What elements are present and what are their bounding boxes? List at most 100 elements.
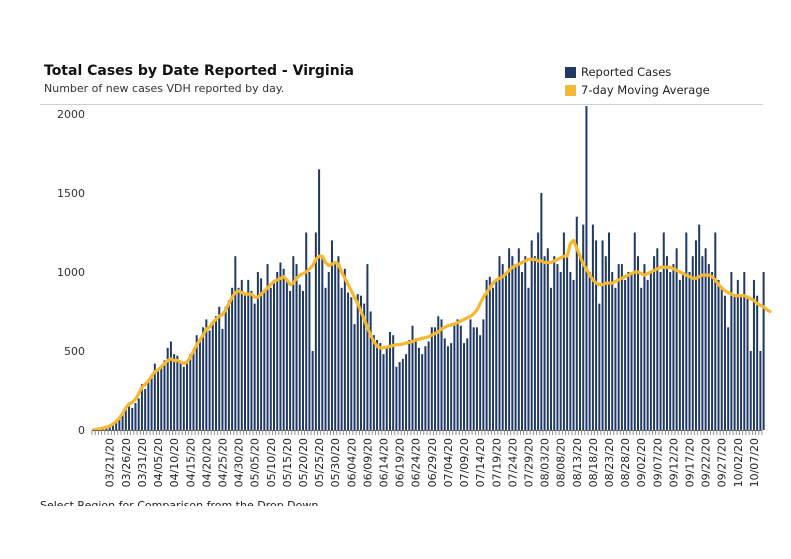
bar-reported-cases xyxy=(198,339,201,430)
bar-reported-cases xyxy=(469,319,472,430)
y-tick-label-0: 0 xyxy=(78,424,85,437)
bar-reported-cases xyxy=(289,290,292,430)
bar-reported-cases xyxy=(601,240,604,430)
bar-reported-cases xyxy=(273,279,275,430)
bar-reported-cases xyxy=(115,420,118,430)
bar-reported-cases xyxy=(359,295,362,430)
bar-reported-cases xyxy=(711,272,714,430)
bar-reported-cases xyxy=(163,360,166,430)
bar-reported-cases xyxy=(479,335,482,430)
bar-reported-cases xyxy=(231,287,234,430)
bar-reported-cases xyxy=(417,347,420,430)
bar-reported-cases xyxy=(131,407,134,430)
bar-reported-cases xyxy=(405,354,408,430)
x-tick-label-7: 04/25/20 xyxy=(216,438,229,487)
x-tick-label-33: 09/02/20 xyxy=(635,438,648,487)
bar-reported-cases xyxy=(189,354,192,430)
bar-reported-cases xyxy=(124,409,127,430)
bar-reported-cases xyxy=(556,264,559,430)
bar-reported-cases xyxy=(521,272,524,430)
bar-reported-cases xyxy=(620,264,623,430)
x-tick-label-24: 07/19/20 xyxy=(490,438,503,487)
bar-reported-cases xyxy=(736,279,739,430)
bar-reported-cases xyxy=(740,295,743,430)
bar-reported-cases xyxy=(150,377,153,430)
bar-reported-cases xyxy=(752,279,755,430)
bar-reported-cases xyxy=(492,287,495,430)
x-tick-label-5: 04/15/20 xyxy=(184,438,197,487)
bar-reported-cases xyxy=(646,279,649,430)
bar-reported-cases xyxy=(372,335,375,430)
bar-reported-cases xyxy=(501,264,504,430)
x-tick-label-40: 10/07/20 xyxy=(748,438,761,487)
bar-reported-cases xyxy=(649,272,652,430)
bar-reported-cases xyxy=(186,363,189,430)
bar-reported-cases xyxy=(530,240,533,430)
bar-reported-cases xyxy=(234,256,237,430)
bar-reported-cases xyxy=(160,366,163,430)
bar-reported-cases xyxy=(656,248,659,430)
bar-reported-cases xyxy=(572,279,575,430)
bar-reported-cases xyxy=(498,256,501,430)
bar-reported-cases xyxy=(595,240,598,430)
bar-reported-cases xyxy=(398,362,401,430)
bar-reported-cases xyxy=(298,284,301,430)
bar-reported-cases xyxy=(624,279,627,430)
x-tick-label-10: 05/10/20 xyxy=(265,438,278,487)
bar-reported-cases xyxy=(511,256,514,430)
bar-reported-cases xyxy=(343,268,346,430)
bar-reported-cases xyxy=(688,272,691,430)
bar-reported-cases xyxy=(282,268,285,430)
y-tick-label-1: 500 xyxy=(64,345,85,358)
bar-reported-cases xyxy=(292,256,295,430)
x-tick-label-38: 09/27/20 xyxy=(716,438,729,487)
bar-reported-cases xyxy=(466,338,469,430)
bar-reported-cases xyxy=(205,319,208,430)
bar-reported-cases xyxy=(633,232,636,430)
x-tick-label-13: 05/25/20 xyxy=(313,438,326,487)
bar-reported-cases xyxy=(720,287,723,430)
bar-reported-cases xyxy=(376,339,379,430)
bar-reported-cases xyxy=(153,363,156,430)
x-tick-label-39: 10/02/20 xyxy=(732,438,745,487)
bar-reported-cases xyxy=(608,232,610,430)
legend-item-reported-cases[interactable]: Reported Cases xyxy=(565,63,710,81)
x-tick-label-1: 03/26/20 xyxy=(120,438,133,487)
bar-reported-cases xyxy=(347,292,350,430)
bar-reported-cases xyxy=(408,339,411,430)
bar-reported-cases xyxy=(456,319,459,430)
bar-reported-cases xyxy=(643,264,646,430)
bar-reported-cases xyxy=(308,272,311,430)
bar-reported-cases xyxy=(411,325,414,430)
x-tick-label-18: 06/19/20 xyxy=(394,438,407,487)
bar-reported-cases xyxy=(166,347,169,430)
chart-title: Total Cases by Date Reported - Virginia xyxy=(44,63,354,79)
bar-reported-cases xyxy=(356,294,359,430)
bar-reported-cases xyxy=(208,330,211,430)
bar-reported-cases xyxy=(472,327,475,430)
footer-instruction: Select Region for Comparison from the Dr… xyxy=(40,499,319,506)
bar-reported-cases xyxy=(276,272,279,430)
bar-reported-cases xyxy=(424,346,427,430)
bar-reported-cases xyxy=(543,256,546,430)
bar-reported-cases xyxy=(269,287,272,430)
bar-reported-cases xyxy=(218,306,221,430)
bar-reported-cases xyxy=(495,279,498,430)
bar-reported-cases xyxy=(266,264,269,430)
bar-reported-cases xyxy=(330,240,333,430)
bar-reported-cases xyxy=(636,256,639,430)
bar-reported-cases xyxy=(202,327,205,430)
bar-reported-cases xyxy=(701,256,704,430)
bar-reported-cases xyxy=(401,358,404,430)
bar-reported-cases xyxy=(260,278,263,430)
bar-reported-cases xyxy=(682,272,685,430)
bar-reported-cases xyxy=(704,248,707,430)
x-tick-label-14: 05/30/20 xyxy=(329,438,342,487)
bar-reported-cases xyxy=(475,327,478,430)
bar-reported-cases xyxy=(176,355,179,430)
legend-item-moving-average[interactable]: 7-day Moving Average xyxy=(565,81,710,99)
bar-reported-cases xyxy=(665,256,668,430)
bar-reported-cases xyxy=(524,256,527,430)
bar-reported-cases xyxy=(363,303,366,430)
